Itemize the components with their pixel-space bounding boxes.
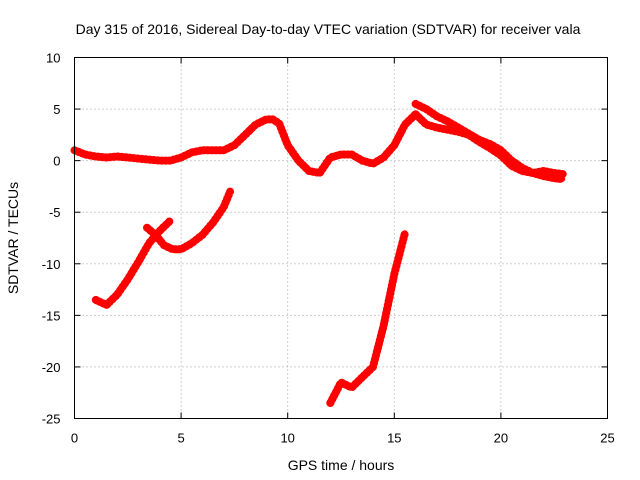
y-tick-label: -25 bbox=[42, 412, 61, 427]
grid-layer bbox=[74, 57, 608, 419]
x-tick-label: 10 bbox=[280, 431, 294, 446]
x-tick-label: 20 bbox=[494, 431, 508, 446]
y-tick-label: -15 bbox=[42, 308, 61, 323]
y-tick-label: -5 bbox=[49, 205, 61, 220]
x-tick-label: 25 bbox=[600, 431, 614, 446]
y-tick-label: 10 bbox=[46, 51, 60, 66]
plot-frame bbox=[74, 57, 608, 419]
x-tick-label: 0 bbox=[71, 431, 78, 446]
y-tick-label: -20 bbox=[42, 360, 61, 375]
y-axis-label: SDTVAR / TECUs bbox=[5, 182, 21, 294]
x-axis-label: GPS time / hours bbox=[288, 457, 395, 473]
x-tick-label: 15 bbox=[387, 431, 401, 446]
tick-layer: 0 5 10 15 20 25 -25 -20 -15 -10 -5 0 5 10 bbox=[42, 51, 615, 446]
y-tick-label: -10 bbox=[42, 257, 61, 272]
series-marks-arc-1 bbox=[70, 110, 420, 177]
x-tick-label: 5 bbox=[177, 431, 184, 446]
y-tick-label: 0 bbox=[53, 154, 60, 169]
series-marks-arc-6 bbox=[326, 228, 409, 407]
series-marks-arc-3 bbox=[411, 99, 567, 184]
series-layer bbox=[70, 99, 567, 407]
series-marks-arc-5 bbox=[143, 187, 235, 254]
y-tick-label: 5 bbox=[53, 102, 60, 117]
chart-title: Day 315 of 2016, Sidereal Day-to-day VTE… bbox=[76, 21, 581, 37]
